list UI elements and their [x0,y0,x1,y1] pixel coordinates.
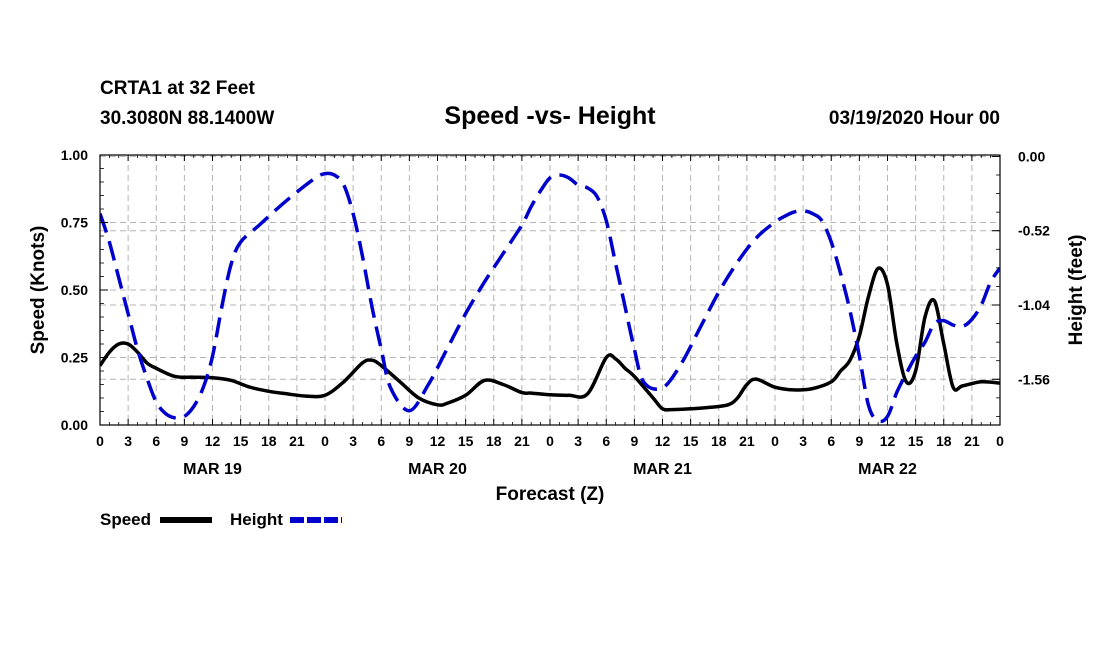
y-axis-left-title: Speed (Knots) [28,226,49,355]
x-tick-label: 3 [574,433,582,449]
x-tick-label: 6 [827,433,835,449]
x-tick-label: 15 [458,433,474,449]
x-tick-label: 18 [486,433,502,449]
tick-layer: 0 3 6 9 12 15 18 21 0 3 6 9 12 15 18 21 0 3 6 9 12 15 18 21 0 3 6 9… [61,147,1050,478]
x-tick-label: 21 [964,433,980,449]
x-tick-label: 18 [261,433,277,449]
speed-series-line [100,266,1000,412]
x-tick-label: 0 [96,433,104,449]
x-tick-label: 9 [405,433,413,449]
x-tick-label: 3 [349,433,357,449]
day-label: MAR 21 [633,461,692,478]
x-tick-label: 3 [799,433,807,449]
x-tick-label: 6 [377,433,385,449]
y-left-tick-label: 0.50 [61,282,88,298]
x-axis-title: Forecast (Z) [496,484,605,505]
y-left-tick-label: 0.00 [61,417,88,433]
x-tick-label: 9 [180,433,188,449]
x-tick-label: 6 [152,433,160,449]
x-tick-label: 12 [430,433,446,449]
x-tick-label: 12 [205,433,221,449]
y-right-tick-label: -1.04 [1018,297,1050,313]
day-label: MAR 20 [408,461,467,478]
day-label: MAR 22 [858,461,917,478]
legend-speed-label: Speed [100,510,151,529]
x-tick-label: 0 [321,433,329,449]
y-left-tick-label: 0.25 [61,350,88,366]
chart-title: Speed -vs- Height [444,102,656,130]
y-right-tick-label: 0.00 [1018,148,1045,164]
x-tick-label: 9 [630,433,638,449]
x-tick-label: 18 [711,433,727,449]
x-tick-label: 21 [289,433,305,449]
x-tick-label: 15 [233,433,249,449]
x-tick-label: 9 [855,433,863,449]
legend: Speed Height [100,510,342,529]
x-tick-label: 3 [124,433,132,449]
station-label: CRTA1 at 32 Feet [100,78,256,99]
run-time-label: 03/19/2020 Hour 00 [829,108,1000,129]
day-label: MAR 19 [183,461,242,478]
y-right-tick-label: -0.52 [1018,223,1050,239]
y-left-tick-label: 1.00 [61,147,88,163]
y-right-tick-label: -1.56 [1018,371,1050,387]
x-tick-label: 0 [771,433,779,449]
x-tick-label: 0 [546,433,554,449]
height-series-line [100,171,1000,424]
x-tick-label: 21 [514,433,530,449]
x-tick-label: 0 [996,433,1004,449]
series-layer [100,171,1000,424]
y-left-tick-label: 0.75 [61,215,88,231]
y-axis-right-title: Height (feet) [1066,235,1087,346]
x-tick-label: 15 [908,433,924,449]
x-tick-label: 15 [683,433,699,449]
x-tick-label: 12 [880,433,896,449]
coordinates-label: 30.3080N 88.1400W [100,108,274,129]
x-tick-label: 6 [602,433,610,449]
x-tick-label: 12 [655,433,671,449]
x-tick-label: 21 [739,433,755,449]
legend-height-label: Height [230,510,283,529]
x-tick-label: 18 [936,433,952,449]
